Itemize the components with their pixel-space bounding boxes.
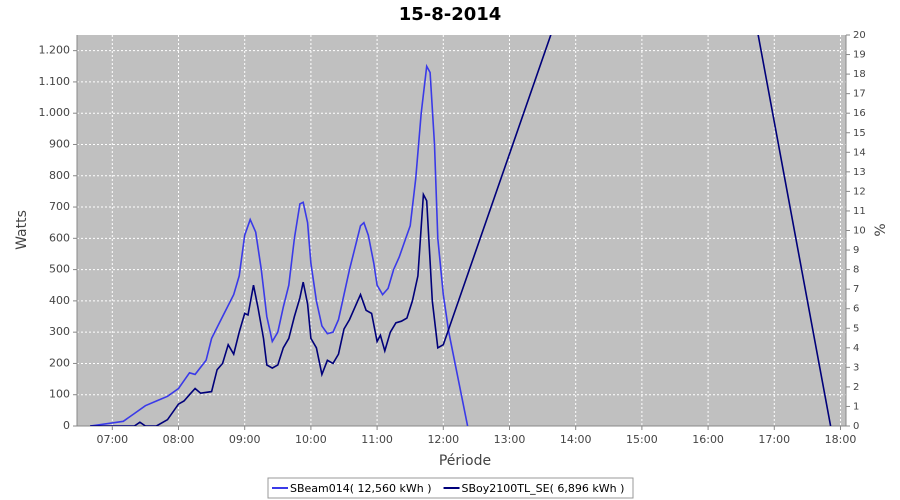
y2-tick-label: 14 — [853, 147, 866, 158]
y2-tick-label: 0 — [853, 421, 859, 432]
y-tick-label: 500 — [49, 263, 70, 276]
y2-tick-label: 9 — [853, 245, 859, 256]
x-tick-label: 13:00 — [494, 433, 526, 446]
y-tick-label: 600 — [49, 231, 70, 244]
y2-tick-label: 3 — [853, 362, 859, 373]
y2-tick-label: 11 — [853, 206, 866, 217]
y-tick-label: 1.000 — [39, 106, 71, 119]
x-tick-label: 11:00 — [361, 433, 393, 446]
y2-tick-label: 17 — [853, 89, 866, 100]
y2-tick-label: 8 — [853, 265, 859, 276]
x-tick-label: 08:00 — [163, 433, 195, 446]
y2-tick-label: 10 — [853, 226, 866, 237]
x-tick-label: 14:00 — [560, 433, 592, 446]
y2-tick-label: 18 — [853, 69, 866, 80]
y-tick-label: 700 — [49, 200, 70, 213]
y2-tick-label: 20 — [853, 30, 866, 41]
y2-tick-label: 6 — [853, 304, 859, 315]
x-tick-label: 09:00 — [229, 433, 261, 446]
y2-tick-label: 15 — [853, 128, 866, 139]
y2-tick-label: 16 — [853, 108, 866, 119]
y2-tick-label: 1 — [853, 401, 859, 412]
y2-axis-label: % — [873, 223, 889, 236]
plot-area — [77, 35, 846, 426]
x-tick-label: 10:00 — [295, 433, 327, 446]
y2-tick-label: 12 — [853, 186, 866, 197]
y-tick-label: 800 — [49, 169, 70, 182]
y-axis-label: Watts — [14, 210, 30, 250]
y2-tick-label: 19 — [853, 50, 866, 61]
x-tick-label: 16:00 — [692, 433, 724, 446]
x-axis-label: Période — [439, 453, 491, 469]
y2-tick-label: 7 — [853, 284, 859, 295]
y-tick-label: 200 — [49, 356, 70, 369]
y2-tick-label: 5 — [853, 323, 859, 334]
y-tick-label: 1.200 — [39, 44, 71, 57]
series-group — [90, 35, 832, 426]
legend-label: SBeam014( 12,560 kWh ) — [290, 482, 432, 495]
chart-title: 15-8-2014 — [399, 4, 502, 25]
y2-tick-label: 2 — [853, 382, 859, 393]
x-tick-label: 17:00 — [758, 433, 790, 446]
series-line — [90, 35, 832, 426]
y2-tick-label: 4 — [853, 343, 859, 354]
x-tick-label: 12:00 — [427, 433, 459, 446]
y-tick-label: 400 — [49, 294, 70, 307]
x-tick-label: 18:00 — [825, 433, 857, 446]
x-tick-label: 07:00 — [96, 433, 128, 446]
y-tick-label: 300 — [49, 325, 70, 338]
y-tick-label: 100 — [49, 388, 70, 401]
y-tick-label: 1.100 — [39, 75, 71, 88]
y-tick-label: 0 — [63, 419, 70, 432]
y2-tick-label: 13 — [853, 167, 866, 178]
x-tick-label: 15:00 — [626, 433, 658, 446]
series-line — [90, 63, 469, 426]
legend-label: SBoy2100TL_SE( 6,896 kWh ) — [462, 482, 625, 495]
y-tick-label: 900 — [49, 137, 70, 150]
